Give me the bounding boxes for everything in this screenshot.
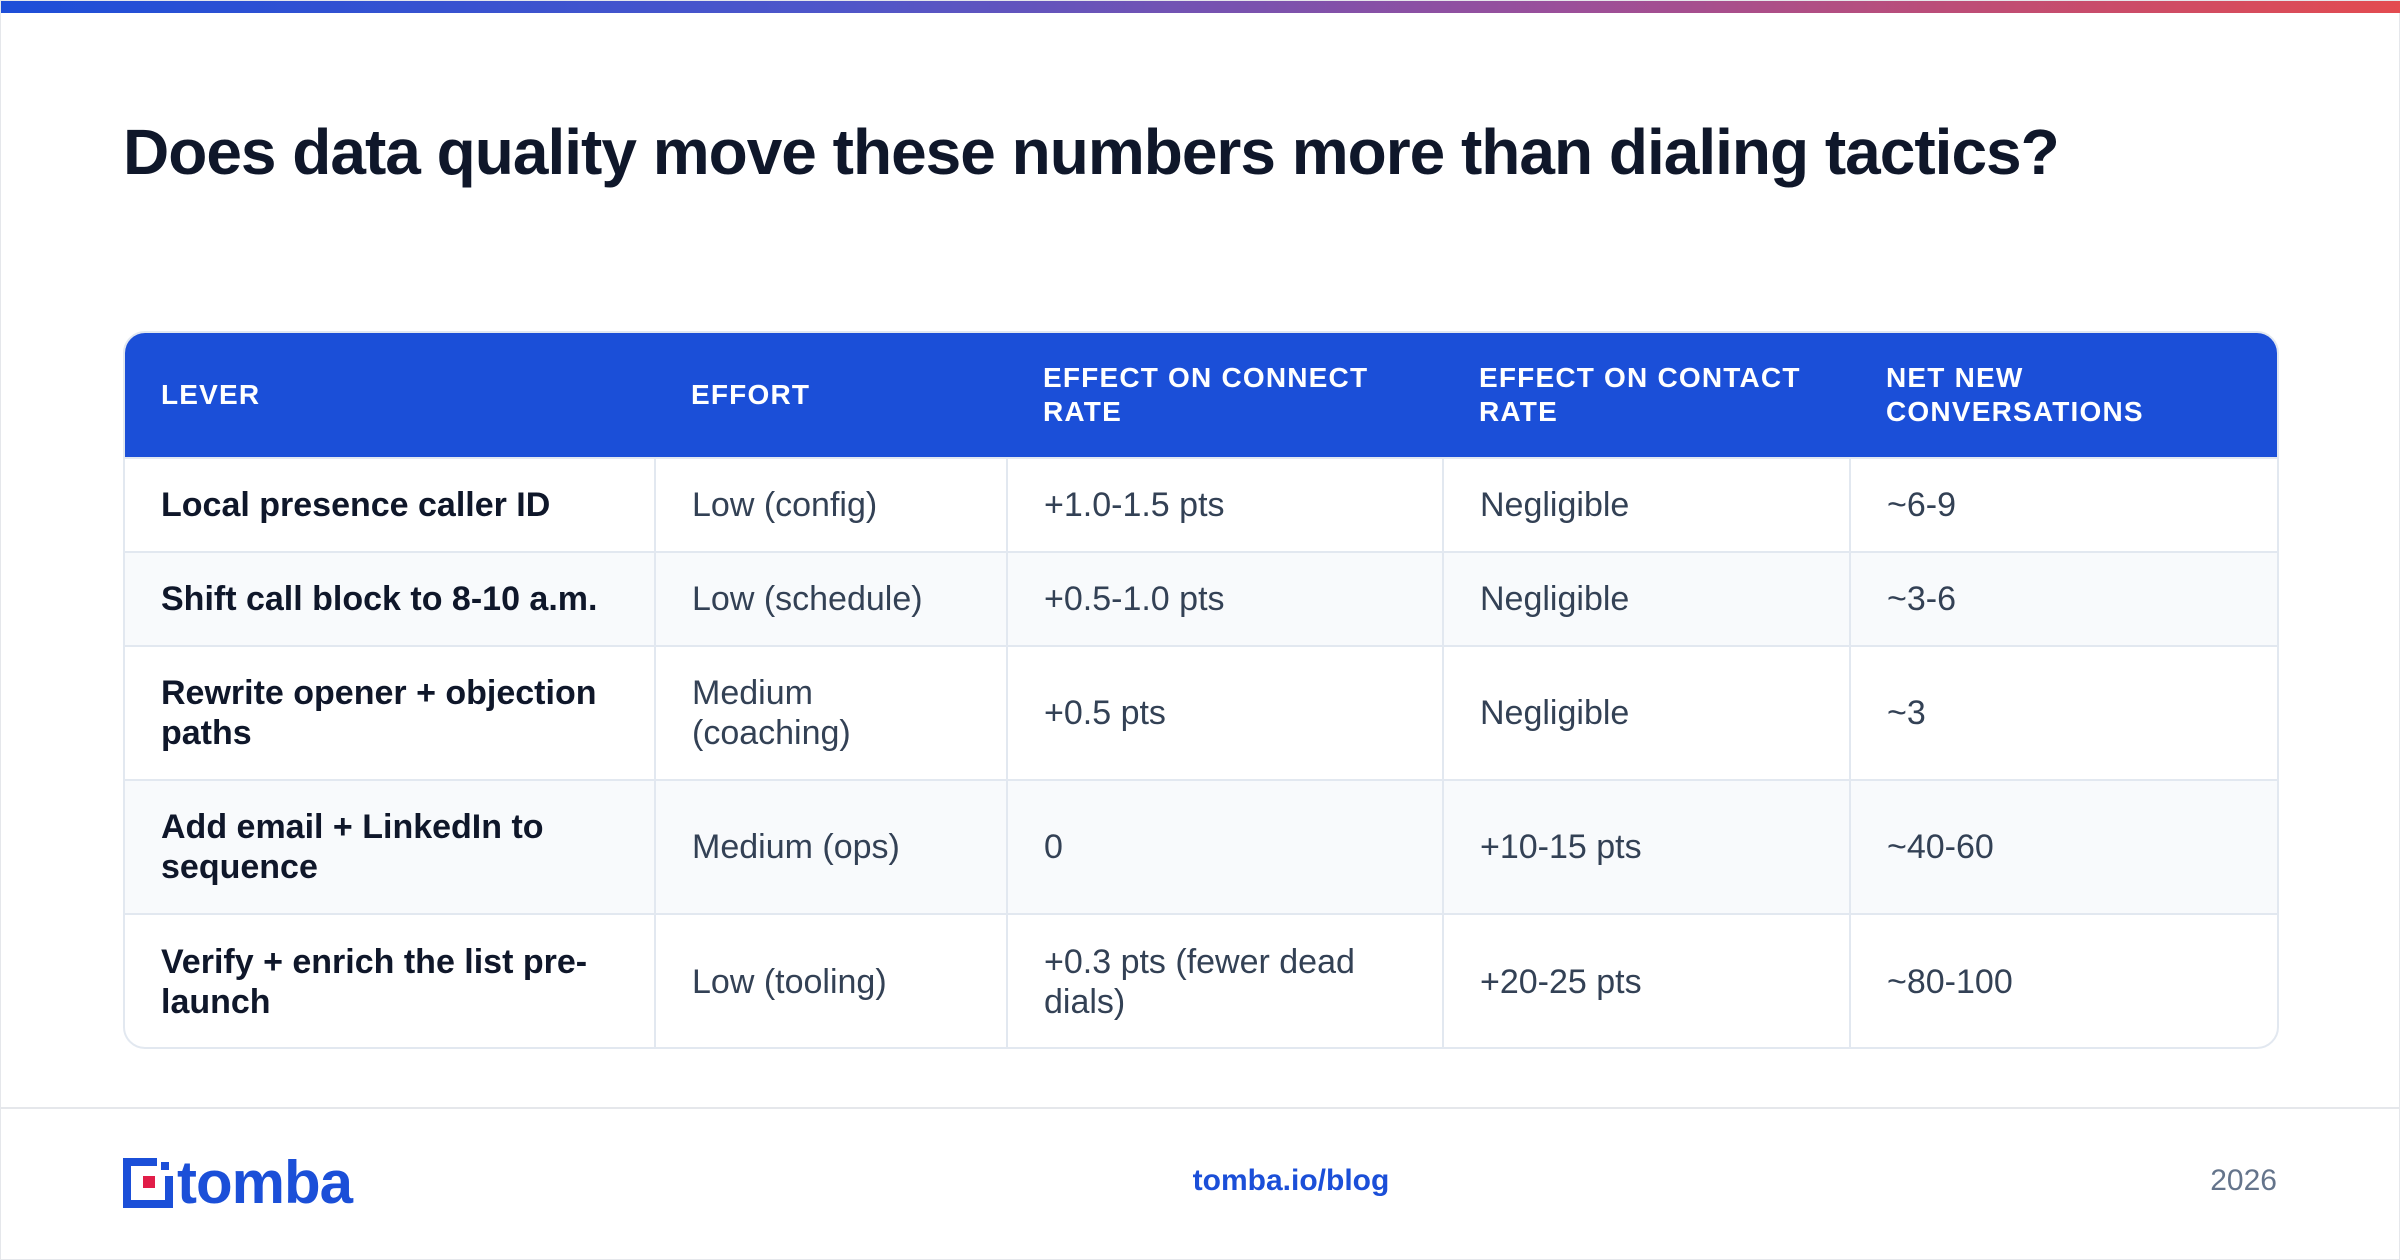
header-lever: LEVER <box>161 379 261 410</box>
cell-effort: Low (schedule) <box>654 551 1007 646</box>
cell-lever: Shift call block to 8-10 a.m. <box>125 551 655 646</box>
footer-year: 2026 <box>2210 1164 2277 1197</box>
cell-contact-rate: Negligible <box>1442 551 1850 646</box>
blog-link[interactable]: tomba.io/blog <box>1192 1164 1390 1197</box>
cell-net-new: ~80-100 <box>1849 913 2277 1047</box>
cell-lever: Local presence caller ID <box>125 457 655 552</box>
table-row: Verify + enrich the list pre-launch Low … <box>125 913 2277 1047</box>
comparison-table-card: LEVER EFFORT EFFECT ON CONNECT RATE EFFE… <box>123 331 2279 1049</box>
tomba-logo[interactable]: tomba <box>123 1149 353 1216</box>
cell-effort: Low (config) <box>654 457 1007 552</box>
header-effort: EFFORT <box>691 379 811 410</box>
cell-connect-rate: +0.5-1.0 pts <box>1006 551 1443 646</box>
cell-effort: Medium (ops) <box>654 779 1007 914</box>
header-net-new-conversations: NET NEW CONVERSATIONS <box>1886 362 2144 427</box>
logo-wordmark: tomba <box>177 1149 353 1216</box>
cell-effort: Medium (coaching) <box>654 645 1007 780</box>
table-row: Shift call block to 8-10 a.m. Low (sched… <box>125 551 2277 646</box>
cell-connect-rate: +0.3 pts (fewer dead dials) <box>1006 913 1443 1047</box>
cell-net-new: ~6-9 <box>1849 457 2277 552</box>
cell-net-new: ~40-60 <box>1849 779 2277 914</box>
tomba-logo-icon <box>123 1158 173 1208</box>
table-row: Add email + LinkedIn to sequence Medium … <box>125 779 2277 914</box>
table-header-row: LEVER EFFORT EFFECT ON CONNECT RATE EFFE… <box>125 333 2277 458</box>
cell-contact-rate: Negligible <box>1442 645 1850 780</box>
cell-contact-rate: +20-25 pts <box>1442 913 1850 1047</box>
cell-net-new: ~3-6 <box>1849 551 2277 646</box>
header-connect-rate: EFFECT ON CONNECT RATE <box>1043 362 1369 427</box>
comparison-table: LEVER EFFORT EFFECT ON CONNECT RATE EFFE… <box>125 333 2277 1047</box>
cell-lever: Add email + LinkedIn to sequence <box>125 779 655 914</box>
cell-contact-rate: Negligible <box>1442 457 1850 552</box>
cell-net-new: ~3 <box>1849 645 2277 780</box>
cell-effort: Low (tooling) <box>654 913 1007 1047</box>
header-contact-rate: EFFECT ON CONTACT RATE <box>1479 362 1801 427</box>
cell-lever: Verify + enrich the list pre-launch <box>125 913 655 1047</box>
cell-connect-rate: 0 <box>1006 779 1443 914</box>
footer-divider <box>1 1107 2400 1109</box>
cell-contact-rate: +10-15 pts <box>1442 779 1850 914</box>
cell-connect-rate: +0.5 pts <box>1006 645 1443 780</box>
cell-connect-rate: +1.0-1.5 pts <box>1006 457 1443 552</box>
top-gradient-bar <box>1 1 2400 13</box>
page-title: Does data quality move these numbers mor… <box>123 116 2060 188</box>
cell-lever: Rewrite opener + objection paths <box>125 645 655 780</box>
table-row: Local presence caller ID Low (config) +1… <box>125 457 2277 552</box>
table-row: Rewrite opener + objection paths Medium … <box>125 645 2277 780</box>
